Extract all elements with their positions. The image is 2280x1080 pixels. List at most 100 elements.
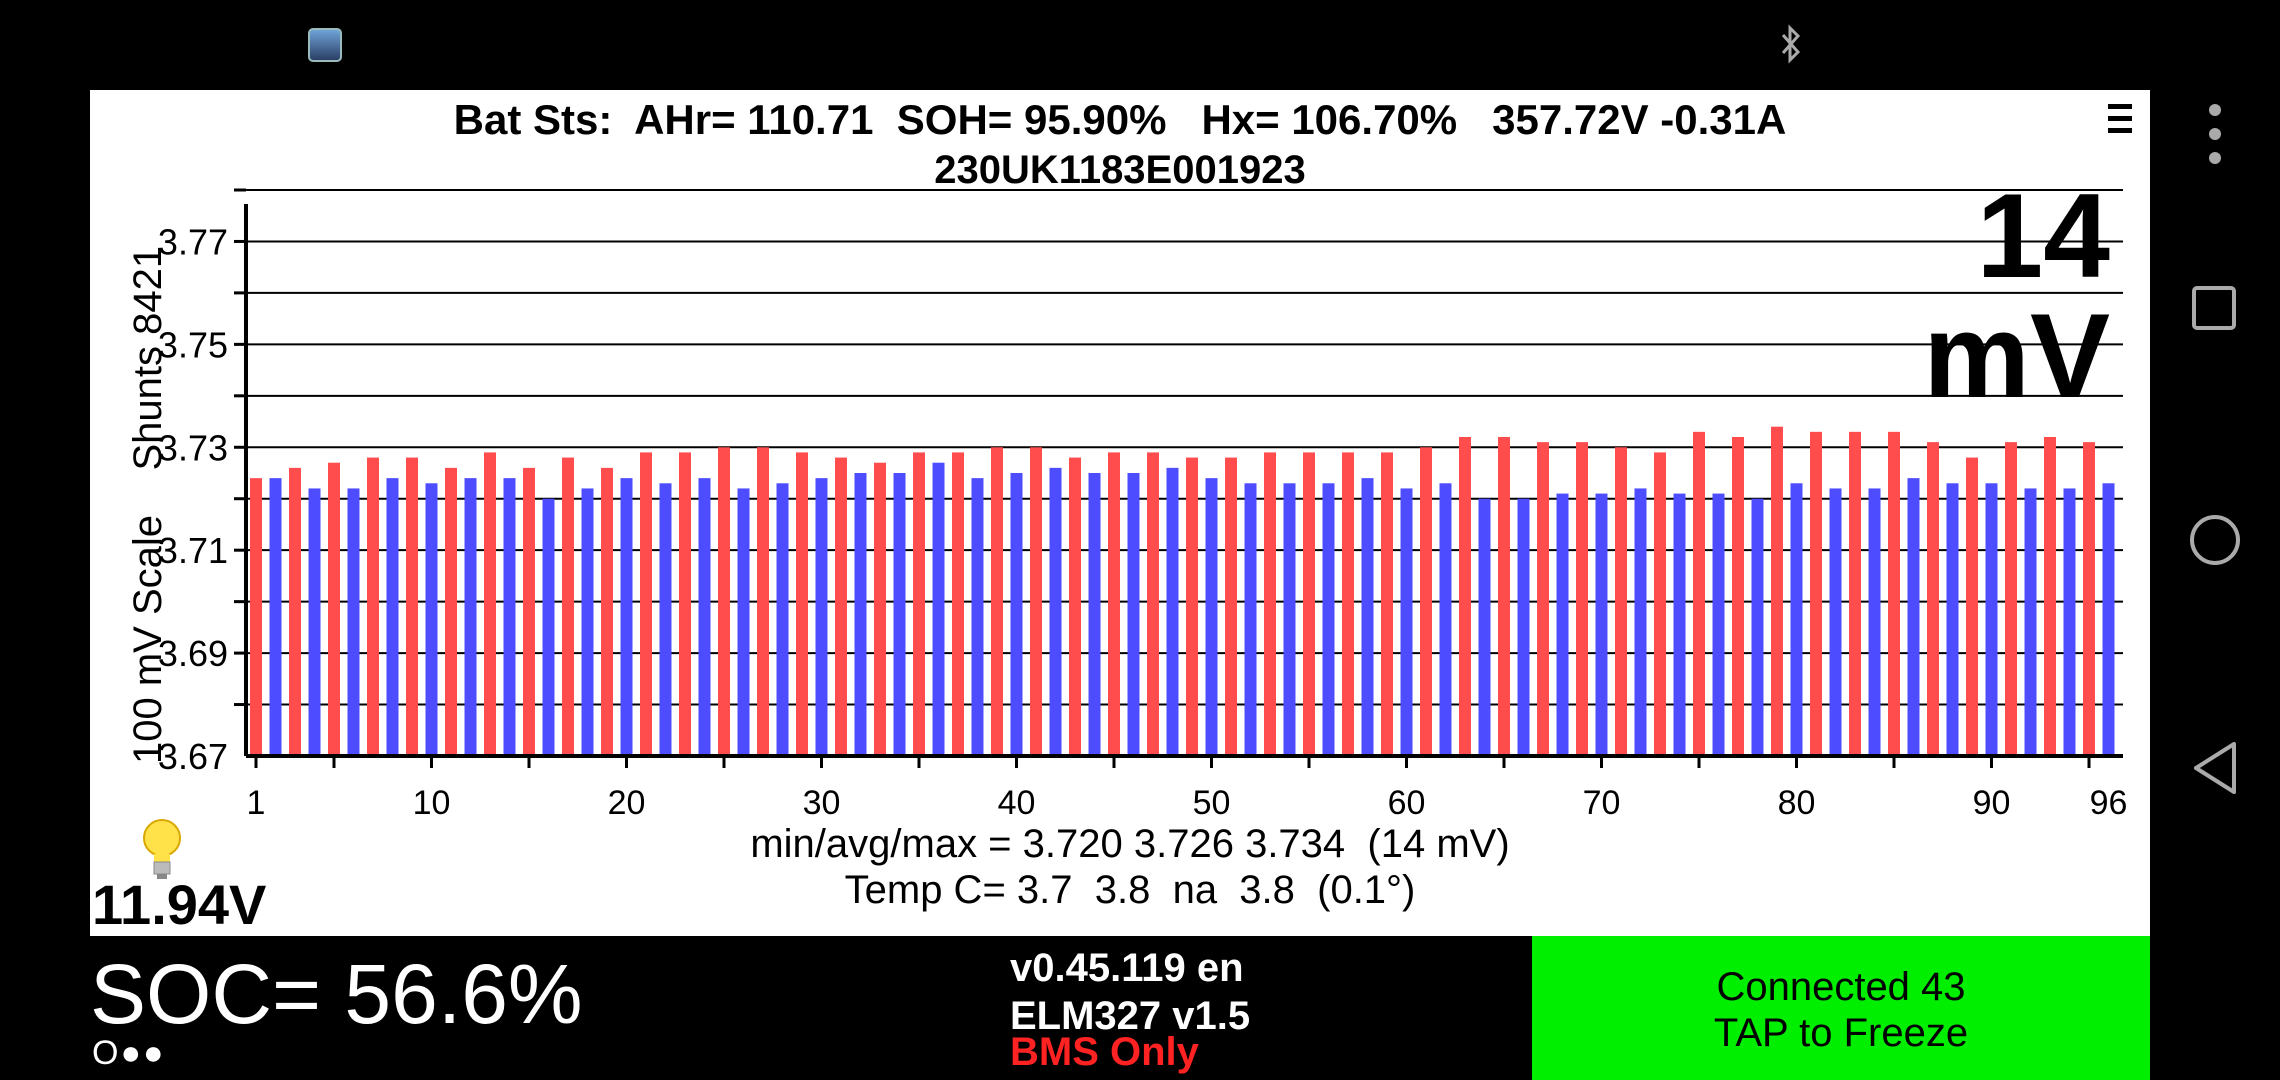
cell-bar	[601, 467, 613, 756]
x-tick-label: 1	[247, 784, 266, 822]
cell-bar	[1205, 478, 1218, 756]
cell-bar	[1478, 498, 1491, 756]
cell-bar	[659, 483, 672, 756]
cell-bar	[1264, 452, 1276, 756]
version-info: v0.45.119 en ELM327 v1.5	[1010, 944, 1250, 1040]
cell-bar	[854, 473, 867, 756]
status-bar	[0, 0, 2150, 90]
cell-bar	[2063, 488, 2076, 756]
cell-bar	[367, 457, 379, 756]
cell-bar	[1459, 436, 1471, 756]
soc-readout: SOC= 56.6%	[90, 947, 583, 1041]
x-tick-label: 60	[1388, 784, 1426, 822]
cell-bar	[1790, 483, 1803, 756]
cell-bar	[1147, 452, 1159, 756]
cell-bar	[1537, 442, 1549, 756]
adapter-label: ELM327 v1.5	[1010, 994, 1251, 1038]
cell-bar	[1966, 457, 1978, 756]
cell-bar	[484, 452, 496, 756]
cell-bar	[835, 457, 847, 756]
menu-icon[interactable]	[2108, 104, 2132, 140]
x-tick-label: 20	[608, 784, 646, 822]
freeze-hint: TAP to Freeze	[1713, 1011, 1969, 1055]
cell-bar	[776, 483, 789, 756]
cell-bar	[523, 467, 535, 756]
cell-bar	[1069, 457, 1081, 756]
aux-battery-voltage: 11.94V	[92, 873, 267, 936]
recents-icon[interactable]	[2192, 286, 2236, 330]
y-axis-label: 100 mV Scale Shunts 8421	[126, 245, 170, 764]
y-tick-label: 3.67	[158, 736, 228, 777]
cell-bar	[1654, 452, 1666, 756]
cell-bar	[425, 483, 438, 756]
x-tick-label: 70	[1583, 784, 1621, 822]
cell-bar	[1010, 473, 1023, 756]
cell-bar	[289, 467, 301, 756]
cell-bar	[620, 478, 633, 756]
bulb-icon[interactable]	[136, 814, 188, 884]
cell-bar	[952, 452, 964, 756]
cell-bar	[991, 447, 1003, 756]
x-tick-label: 10	[413, 784, 451, 822]
cell-bar	[562, 457, 574, 756]
status-dots: O●●	[92, 1034, 166, 1072]
cell-bar	[1186, 457, 1198, 756]
cell-bar	[1732, 436, 1744, 756]
cell-bar	[893, 473, 906, 756]
connection-freeze-button[interactable]: Connected 43 TAP to Freeze	[1532, 936, 2150, 1080]
x-tick-label: 80	[1778, 784, 1816, 822]
cell-bar	[913, 452, 925, 756]
cell-bar	[1381, 452, 1393, 756]
cell-bar	[1576, 442, 1588, 756]
more-vert-icon[interactable]	[2209, 104, 2221, 164]
cell-bar	[1342, 452, 1354, 756]
cell-bar	[971, 478, 984, 756]
cell-bar	[1868, 488, 1881, 756]
system-nav-bar	[2190, 104, 2240, 794]
cell-bar	[1322, 483, 1335, 756]
cell-bar	[347, 488, 360, 756]
cell-bar	[250, 478, 262, 756]
cell-bar	[757, 447, 769, 756]
cell-bar	[1985, 483, 1998, 756]
cell-bar	[815, 478, 828, 756]
temperature-line: Temp C= 3.7 3.8 na 3.8 (0.1°)	[844, 868, 1416, 912]
cell-bar	[308, 488, 321, 756]
y-tick-label: 3.71	[158, 530, 228, 571]
cell-bar	[581, 488, 594, 756]
cell-bar	[503, 478, 516, 756]
home-icon[interactable]	[2190, 515, 2240, 565]
cell-bar	[269, 478, 282, 756]
cell-bar	[1927, 442, 1939, 756]
cell-bar	[1127, 473, 1140, 756]
cell-bar	[1498, 436, 1510, 756]
x-tick-label: 50	[1193, 784, 1231, 822]
cell-bar	[1361, 478, 1374, 756]
cell-bar	[406, 457, 418, 756]
cell-bar	[1049, 467, 1062, 756]
cell-bar	[1595, 493, 1608, 756]
cell-bar	[1225, 457, 1237, 756]
cell-bar	[679, 452, 691, 756]
cell-bar	[1693, 431, 1705, 756]
min-avg-max-line: min/avg/max = 3.720 3.726 3.734 (14 mV)	[750, 822, 1510, 866]
cell-bar	[1810, 431, 1822, 756]
cell-bar	[386, 478, 399, 756]
cell-bar	[640, 452, 652, 756]
battery-status-line: Bat Sts: AHr= 110.71 SOH= 95.90% Hx= 106…	[453, 96, 1787, 143]
cell-bar	[737, 488, 750, 756]
y-tick-label: 3.69	[158, 633, 228, 674]
back-icon[interactable]	[2194, 742, 2236, 794]
cell-bar	[2005, 442, 2017, 756]
y-tick-label: 3.75	[158, 324, 228, 365]
cell-bar	[1751, 498, 1764, 756]
cell-bar	[1907, 478, 1920, 756]
cell-bar	[2102, 483, 2115, 756]
cell-bar	[542, 498, 555, 756]
cell-bar	[1088, 473, 1101, 756]
cell-bar	[1517, 498, 1530, 756]
cell-bar	[1030, 447, 1042, 756]
cell-bar	[2083, 442, 2095, 756]
cell-bar	[2044, 436, 2056, 756]
